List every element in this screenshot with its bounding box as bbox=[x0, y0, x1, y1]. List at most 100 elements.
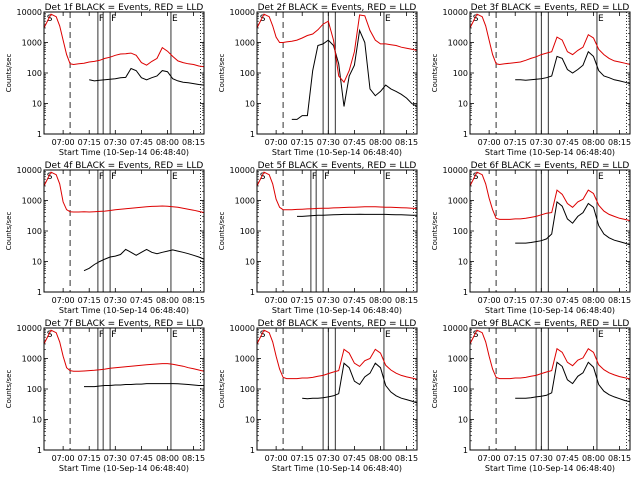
y-axis-label: Counts/sec bbox=[431, 54, 439, 93]
y-tick-label: 1000 bbox=[22, 355, 42, 364]
y-tick-label: 10 bbox=[245, 100, 255, 109]
x-axis-label: Start Time (10-Sep-14 06:48:40) bbox=[485, 306, 615, 315]
panel-det-3f: Det 3f BLACK = Events, RED = LLD Counts/s… bbox=[431, 3, 631, 157]
y-tick-label: 1000 bbox=[235, 197, 255, 206]
y-tick-label: 1000 bbox=[448, 355, 468, 364]
y-axis-label: Counts/sec bbox=[5, 54, 13, 93]
x-tick-label: 08:15 bbox=[395, 454, 418, 463]
y-tick-label: 10000 bbox=[443, 324, 468, 333]
x-tick-label: 08:00 bbox=[156, 296, 179, 305]
x-tick-label: 07:45 bbox=[130, 138, 153, 147]
panel-title: Det 3f BLACK = Events, RED = LLD bbox=[471, 3, 630, 13]
plot-frame bbox=[256, 11, 418, 135]
panel-title: Det 8f BLACK = Events, RED = LLD bbox=[258, 319, 417, 329]
x-tick-label: 07:00 bbox=[52, 138, 75, 147]
marker-letter: E bbox=[172, 172, 178, 182]
series-line-events bbox=[515, 361, 631, 403]
y-axis-label: Counts/sec bbox=[431, 370, 439, 409]
x-tick-label: 07:00 bbox=[265, 454, 288, 463]
series-line-events bbox=[83, 248, 205, 272]
y-axis-label: Counts/sec bbox=[431, 212, 439, 251]
marker-letter: S bbox=[47, 330, 53, 340]
x-tick-label: 08:00 bbox=[582, 296, 605, 305]
marker-letter: S bbox=[473, 172, 479, 182]
x-tick-label: 07:45 bbox=[130, 296, 153, 305]
y-tick-label: 100 bbox=[240, 385, 255, 394]
y-tick-label: 1 bbox=[250, 130, 255, 139]
x-tick-label: 07:30 bbox=[104, 296, 127, 305]
x-tick-label: 07:30 bbox=[530, 138, 553, 147]
x-tick-label: 07:30 bbox=[317, 296, 340, 305]
marker-letter: S bbox=[260, 172, 266, 182]
x-tick-label: 07:00 bbox=[265, 296, 288, 305]
x-tick-label: 07:15 bbox=[504, 296, 527, 305]
marker-letter: E bbox=[172, 14, 178, 24]
series-line-lld bbox=[469, 13, 631, 66]
x-tick-label: 08:15 bbox=[182, 454, 205, 463]
y-tick-label: 10000 bbox=[230, 8, 255, 17]
y-tick-label: 1000 bbox=[235, 355, 255, 364]
plot-frame bbox=[256, 327, 418, 451]
marker-letter: S bbox=[473, 14, 479, 24]
x-tick-label: 08:00 bbox=[369, 454, 392, 463]
x-tick-label: 08:00 bbox=[582, 138, 605, 147]
x-tick-label: 07:45 bbox=[130, 454, 153, 463]
marker-letter: E bbox=[385, 14, 391, 24]
panel-title: Det 1f BLACK = Events, RED = LLD bbox=[45, 3, 204, 13]
panel-det-6f: Det 6f BLACK = Events, RED = LLD Counts/s… bbox=[431, 161, 631, 315]
marker-letter: S bbox=[260, 14, 266, 24]
y-tick-label: 1000 bbox=[448, 197, 468, 206]
x-tick-label: 07:00 bbox=[265, 138, 288, 147]
series-line-lld bbox=[256, 13, 418, 84]
x-tick-label: 07:45 bbox=[343, 454, 366, 463]
x-tick-label: 08:15 bbox=[608, 454, 631, 463]
marker-letter: E bbox=[385, 172, 391, 182]
y-axis-label: Counts/sec bbox=[5, 370, 13, 409]
plot-frame bbox=[469, 327, 631, 451]
marker-letter: S bbox=[47, 172, 53, 182]
x-tick-label: 08:00 bbox=[369, 296, 392, 305]
marker-letter: F bbox=[99, 14, 104, 24]
panel-title: Det 9f BLACK = Events, RED = LLD bbox=[471, 319, 630, 329]
x-tick-label: 08:15 bbox=[608, 296, 631, 305]
x-axis-label: Start Time (10-Sep-14 06:48:40) bbox=[59, 306, 189, 315]
y-tick-label: 10000 bbox=[17, 324, 42, 333]
x-axis-label: Start Time (10-Sep-14 06:48:40) bbox=[59, 148, 189, 157]
marker-letter: E bbox=[385, 330, 391, 340]
x-tick-label: 07:15 bbox=[504, 138, 527, 147]
marker-letter: E bbox=[598, 330, 604, 340]
x-tick-label: 07:15 bbox=[291, 296, 314, 305]
y-tick-label: 1000 bbox=[22, 39, 42, 48]
series-line-events bbox=[515, 50, 631, 85]
y-axis-label: Counts/sec bbox=[5, 212, 13, 251]
marker-letter: F bbox=[312, 172, 317, 182]
marker-letter: S bbox=[260, 330, 266, 340]
marker-letter: F bbox=[111, 172, 116, 182]
panel-det-9f: Det 9f BLACK = Events, RED = LLD Counts/s… bbox=[431, 319, 631, 473]
x-tick-label: 08:00 bbox=[156, 138, 179, 147]
panel-title: Det 2f BLACK = Events, RED = LLD bbox=[258, 3, 417, 13]
series-line-events bbox=[89, 67, 205, 86]
series-line-lld bbox=[469, 171, 631, 222]
x-tick-label: 07:00 bbox=[478, 138, 501, 147]
y-tick-label: 10 bbox=[32, 258, 42, 267]
plot-frame bbox=[469, 169, 631, 293]
y-tick-label: 1 bbox=[37, 288, 42, 297]
plot-frame bbox=[43, 169, 205, 293]
series-line-events bbox=[302, 362, 418, 404]
series-line-events bbox=[515, 200, 631, 246]
y-tick-label: 100 bbox=[240, 227, 255, 236]
series-line-lld bbox=[43, 329, 205, 372]
panel-det-5f: Det 5f BLACK = Events, RED = LLD Counts/s… bbox=[218, 161, 418, 315]
x-tick-label: 08:00 bbox=[582, 454, 605, 463]
series-line-lld bbox=[256, 171, 418, 211]
panel-det-8f: Det 8f BLACK = Events, RED = LLD Counts/s… bbox=[218, 319, 418, 473]
x-tick-label: 07:00 bbox=[52, 296, 75, 305]
y-tick-label: 10 bbox=[458, 416, 468, 425]
x-tick-label: 07:30 bbox=[317, 138, 340, 147]
x-tick-label: 08:15 bbox=[182, 296, 205, 305]
y-tick-label: 10 bbox=[245, 258, 255, 267]
marker-letter: E bbox=[172, 330, 178, 340]
x-tick-label: 07:15 bbox=[291, 454, 314, 463]
y-tick-label: 100 bbox=[453, 227, 468, 236]
